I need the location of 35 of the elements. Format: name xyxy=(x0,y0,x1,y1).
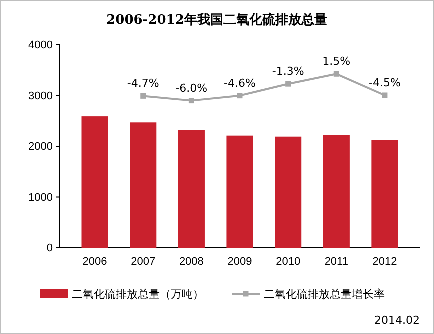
point xyxy=(334,71,340,77)
bar xyxy=(323,135,350,248)
y-tick-label: 3000 xyxy=(28,90,53,102)
data-label: -4.5% xyxy=(369,76,401,90)
bar xyxy=(372,140,398,248)
x-tick-label: 2012 xyxy=(372,256,398,268)
x-tick-label: 2006 xyxy=(82,256,108,268)
legend-label: 二氧化硫排放总量增长率 xyxy=(264,288,385,301)
data-label: -4.7% xyxy=(127,77,160,90)
x-tick-label: 2011 xyxy=(324,256,348,268)
x-tick-label: 2008 xyxy=(179,256,204,268)
bar xyxy=(226,136,254,248)
data-label: -4.6% xyxy=(224,76,256,90)
text: 2014.02 xyxy=(374,314,420,327)
y-tick-label: 4000 xyxy=(28,40,53,52)
bar xyxy=(130,122,157,248)
legend-label: 二氧化硫排放总量（万吨） xyxy=(72,288,204,301)
y-tick-label: 1000 xyxy=(28,192,53,204)
data-label: -6.0% xyxy=(176,82,208,95)
x-tick-label: 2009 xyxy=(228,256,252,268)
point xyxy=(188,98,194,104)
data-label: -1.3% xyxy=(272,65,304,78)
bar xyxy=(178,130,205,248)
x-tick-label: 2010 xyxy=(276,256,301,268)
point xyxy=(286,81,292,87)
y-tick-label: 0 xyxy=(46,242,53,255)
data-label: 1.5% xyxy=(322,55,351,68)
point xyxy=(140,93,146,99)
x-tick-label: 2007 xyxy=(131,256,156,268)
chart-title: 2006-2012年我国二氧化硫排放总量 xyxy=(106,12,328,28)
bar xyxy=(82,116,108,248)
bar xyxy=(275,136,302,248)
point xyxy=(382,92,388,98)
y-tick-label: 2000 xyxy=(28,141,53,154)
point xyxy=(237,93,243,99)
